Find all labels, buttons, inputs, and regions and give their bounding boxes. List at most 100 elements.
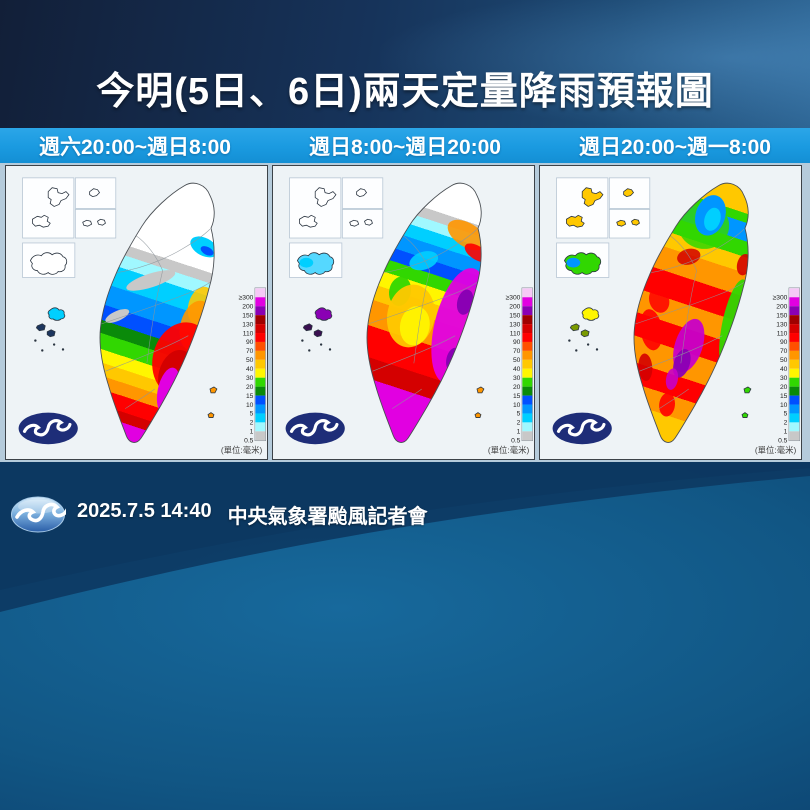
cwa-wave-icon — [289, 419, 339, 437]
legend-swatch — [255, 431, 266, 441]
legend-swatch — [789, 297, 800, 307]
legend-label: 30 — [246, 375, 254, 382]
taiwan-outline — [99, 182, 215, 443]
legend-unit-label: (單位:毫米) — [755, 445, 797, 455]
swoosh-decoration — [0, 462, 810, 612]
penghu-islands — [568, 307, 600, 352]
wuqiu-island — [364, 218, 373, 226]
legend-swatch — [522, 350, 533, 360]
cwa-wave-icon — [556, 419, 606, 437]
legend-label: 0.5 — [511, 438, 521, 445]
legend-label: 15 — [513, 393, 521, 400]
page-title: 今明(5日、6日)兩天定量降雨預報圖 — [96, 71, 714, 113]
taiwan-rainfall-shading — [367, 183, 482, 443]
legend-label: 30 — [780, 375, 788, 382]
legend-label: ≥300 — [773, 295, 788, 302]
kinmen-rain-spot — [299, 257, 314, 268]
legend-swatch — [789, 404, 800, 414]
dongyin-island — [356, 188, 368, 198]
green-island — [209, 386, 218, 394]
legend-swatch — [789, 315, 800, 325]
legend-unit-label: (單位:毫米) — [488, 445, 530, 455]
legend-label: 130 — [509, 321, 520, 328]
legend-label: 30 — [513, 375, 521, 382]
legend-label: 0.5 — [244, 438, 254, 445]
legend-label: 50 — [246, 357, 254, 364]
legend-swatch — [789, 386, 800, 396]
legend-label: 110 — [777, 330, 788, 337]
legend-swatch — [789, 333, 800, 342]
penghu-islands — [301, 307, 333, 352]
legend-label: 110 — [510, 330, 521, 337]
legend-swatch — [522, 413, 533, 423]
legend-label: 130 — [242, 321, 253, 328]
taiwan-rainfall-shading — [634, 183, 749, 443]
period-label-3: 週日20:00~週一8:00 — [578, 135, 771, 159]
legend-swatch — [255, 395, 266, 405]
wuqiu-island — [616, 219, 627, 227]
legend-swatch — [522, 377, 533, 387]
legend-label: 150 — [509, 312, 520, 319]
cwa-logo-map — [18, 412, 78, 445]
legend-swatch — [255, 368, 266, 378]
legend-swatch — [522, 422, 533, 432]
cwa-wave-icon — [15, 502, 66, 523]
wuqiu-island — [349, 219, 360, 227]
legend-swatch — [255, 377, 266, 387]
legend-swatch — [789, 324, 800, 334]
taiwan-outline — [633, 182, 749, 443]
matsu-island — [47, 187, 70, 207]
legend-label: 70 — [780, 348, 788, 355]
matsu-island — [299, 214, 318, 228]
legend-swatch — [789, 377, 800, 387]
legend-label: 0.5 — [778, 438, 788, 445]
legend-swatch — [522, 341, 533, 351]
legend-label: 130 — [776, 321, 787, 328]
legend-label: 40 — [780, 366, 788, 373]
rainfall-map-panel-3: ≥300 200 150 130 110 90 70 50 40 30 20 15 10 5 2 1 0.5 (單… — [539, 165, 802, 460]
legend-swatch — [522, 288, 533, 298]
legend-swatch — [255, 359, 266, 369]
legend-swatch — [522, 333, 533, 342]
legend-label: ≥300 — [239, 295, 254, 302]
offshore-inset-boxes — [289, 177, 384, 278]
wuqiu-island — [82, 219, 93, 227]
dongyin-island — [89, 188, 101, 198]
legend-swatch — [789, 288, 800, 298]
legend-swatch — [255, 341, 266, 351]
legend-label: 10 — [246, 402, 254, 409]
green-island — [476, 386, 485, 394]
legend-swatch — [522, 386, 533, 396]
matsu-island — [32, 214, 51, 228]
orchid-island — [474, 412, 482, 418]
legend-swatch — [522, 431, 533, 441]
footer-caption: 2025.7.5 14:40 中央氣象署颱風記者會 — [10, 493, 428, 536]
cwa-logo — [11, 496, 66, 533]
legend-swatch — [789, 422, 800, 432]
footer-datetime: 2025.7.5 14:40 — [77, 500, 212, 522]
bottom-section: 2025.7.5 14:40 中央氣象署颱風記者會 — [0, 462, 810, 810]
legend-swatch — [789, 413, 800, 423]
penghu-islands — [34, 307, 66, 352]
legend-swatch — [522, 306, 533, 316]
legend-swatch — [789, 395, 800, 405]
legend-label: 90 — [513, 339, 521, 346]
legend-label: 15 — [246, 393, 254, 400]
wuqiu-island — [97, 218, 106, 226]
period-label-2: 週日8:00~週日20:00 — [308, 135, 501, 159]
period-bar: 週六20:00~週日8:00 週日8:00~週日20:00 週日20:00~週一… — [0, 128, 810, 163]
taiwan-rainfall-shading — [100, 183, 215, 443]
legend-unit-label: (單位:毫米) — [221, 445, 263, 455]
legend-swatch — [255, 422, 266, 432]
legend-swatch — [789, 359, 800, 369]
taiwan-outline — [366, 182, 482, 443]
legend-swatch — [522, 315, 533, 325]
matsu-island — [566, 214, 585, 228]
legend-label: 10 — [780, 402, 788, 409]
legend-label: 10 — [513, 402, 521, 409]
legend-swatch — [255, 315, 266, 325]
cwa-logo-map — [285, 412, 345, 445]
